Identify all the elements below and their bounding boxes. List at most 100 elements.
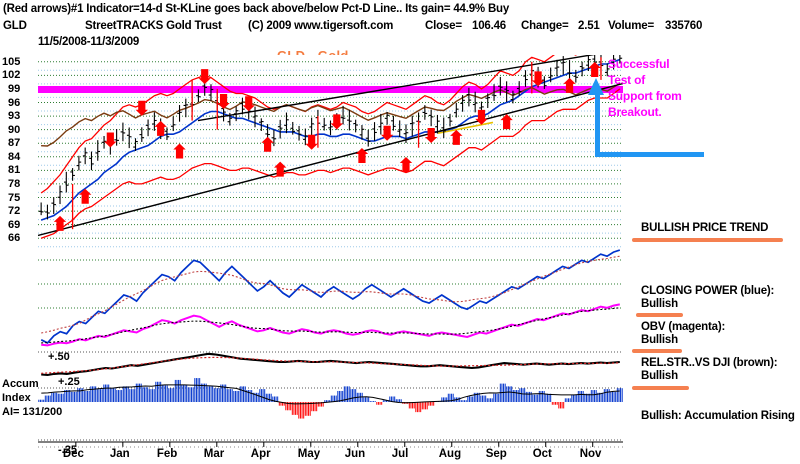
down-signal-arrow [531, 71, 545, 87]
lower-band-line [40, 88, 621, 239]
up-signal-arrow [563, 77, 576, 93]
moving-average-line [40, 58, 621, 221]
y-axis-label-81: 81 [8, 164, 21, 177]
callout-line-4: Breakout. [608, 105, 662, 119]
month-label-may: May [297, 448, 321, 460]
down-signal-arrow [135, 100, 148, 116]
y-axis-label-69: 69 [8, 218, 21, 231]
closing-power-line [40, 249, 621, 344]
closing-power-average-line [41, 255, 620, 334]
up-signal-arrow [53, 215, 67, 231]
up-signal-arrow [355, 148, 369, 163]
closing-power-label: CLOSING POWER (blue): [641, 285, 775, 297]
down-signal-arrow [242, 96, 255, 112]
up-signal-arrow [450, 129, 463, 145]
up-signal-arrow [500, 114, 513, 130]
up-signal-arrow [588, 62, 601, 78]
month-label-aug: Aug [438, 448, 462, 460]
month-label-sep: Sep [485, 448, 507, 460]
obv-underline [632, 349, 682, 353]
support-level-band [38, 86, 623, 93]
ticker-symbol: GLD [3, 20, 27, 32]
relative-strength-overlay-line [41, 82, 621, 147]
close-value: 106.46 [472, 20, 506, 32]
x-axis-ticks [38, 442, 623, 448]
y-axis-label-99: 99 [8, 82, 21, 95]
down-signal-arrow [424, 127, 438, 143]
company-name: StreetTRACKS Gold Trust [85, 20, 222, 32]
accum-label-line1: Accum [2, 378, 39, 390]
level-minus-25-label: -.25 [58, 444, 77, 456]
y-axis-label-93: 93 [8, 110, 21, 123]
month-label-jan: Jan [109, 448, 130, 460]
uptrend-line [38, 82, 623, 237]
callout-line-2: Test of [608, 73, 646, 87]
down-signal-arrow [475, 109, 488, 125]
y-axis-label-75: 75 [8, 191, 21, 204]
down-signal-arrow [217, 94, 230, 110]
callout-line-3: Support from [608, 89, 682, 103]
month-label-jun: Jun [344, 448, 366, 460]
month-label-jul: Jul [391, 448, 409, 460]
level-plus-50-label: +.50 [48, 351, 70, 363]
callout-line-1: Successful [608, 57, 670, 71]
rel-strength-label: REL.STR..VS DJI (brown): [641, 357, 778, 369]
month-label-nov: Nov [579, 448, 602, 460]
obv-value: Bullish [641, 334, 678, 346]
y-axis-label-90: 90 [8, 123, 21, 136]
down-signal-arrow [380, 125, 394, 141]
copyright-notice: (C) 2009 www.tigersoft.com [248, 20, 394, 32]
rel-strength-underline [632, 386, 689, 390]
month-label-oct: Oct [532, 448, 552, 460]
obv-label: OBV (magenta): [641, 321, 726, 333]
y-axis-label-72: 72 [8, 205, 21, 218]
accumulation-average-line [41, 384, 620, 405]
indicator-description: (Red arrows)#1 Indicator=14-d St-KLine g… [3, 3, 510, 15]
price-trend-note: BULLISH PRICE TREND [641, 222, 769, 234]
y-axis-label-102: 102 [2, 69, 21, 82]
change-value: 2.51 [578, 20, 600, 32]
accum-label-line2: Index [2, 392, 31, 404]
up-signal-arrow [261, 136, 274, 152]
closing-power-value: Bullish [641, 298, 678, 310]
accumulation-note: Bullish: Accumulation Rising [641, 410, 795, 422]
signal-arrows [53, 57, 602, 231]
y-axis-label-96: 96 [8, 96, 21, 109]
volume-label: Volume= [608, 20, 654, 32]
close-label: Close= [425, 20, 462, 32]
rel-strength-average-line [41, 356, 620, 374]
y-axis-label-78: 78 [8, 177, 21, 190]
obv-average-line [41, 307, 620, 344]
y-axis-label-84: 84 [8, 150, 21, 163]
rel-strength-value: Bullish [641, 370, 678, 382]
month-label-mar: Mar [203, 448, 225, 460]
date-range: 11/5/2008-11/3/2009 [38, 36, 140, 48]
breakout-callout: Successful Test of Support from Breakout… [608, 56, 682, 120]
yellow-trend-segment [437, 121, 494, 135]
level-plus-25-label: +.25 [58, 376, 80, 388]
up-signal-arrow [399, 157, 413, 173]
accumulation-index-bars [38, 378, 623, 419]
down-signal-arrow [104, 132, 117, 148]
y-axis-label-66: 66 [8, 232, 21, 245]
down-signal-arrow [330, 114, 343, 130]
closing-power-underline [636, 313, 683, 317]
upper-trend-line [197, 55, 596, 122]
up-signal-arrow [78, 188, 92, 204]
accum-index-value: AI= 131/200 [2, 406, 63, 418]
breakout-callout-bracket [588, 78, 704, 157]
up-signal-arrow [154, 120, 167, 136]
upper-band-line [40, 55, 577, 194]
rel-strength-line [41, 352, 620, 377]
up-signal-arrow [173, 143, 186, 159]
month-label-feb: Feb [156, 448, 178, 460]
y-axis-label-105: 105 [2, 55, 21, 68]
volume-value: 335760 [665, 20, 703, 32]
down-signal-arrow [198, 69, 211, 85]
month-label-apr: Apr [250, 448, 271, 460]
y-axis-label-87: 87 [8, 137, 21, 150]
price-trend-underline [632, 238, 783, 242]
up-signal-arrow [273, 161, 287, 177]
